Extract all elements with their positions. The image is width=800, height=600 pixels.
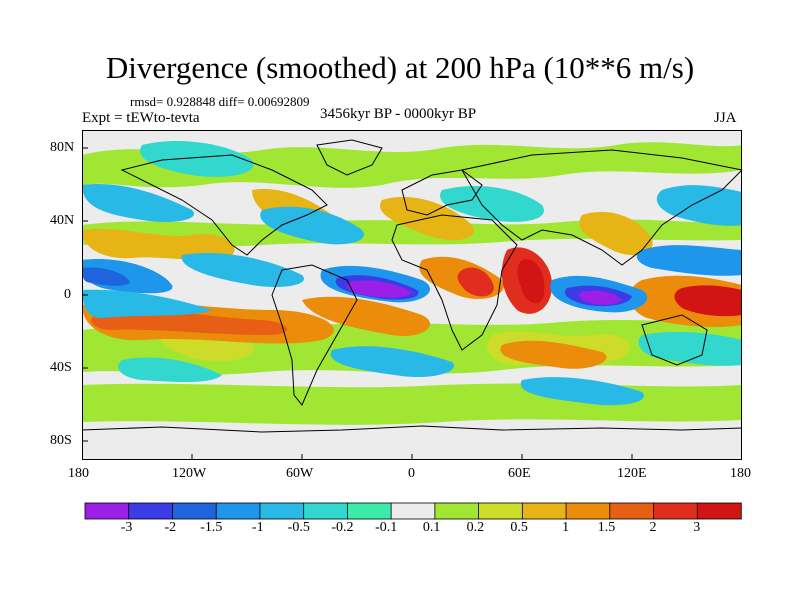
lat-label-40s: 40S	[50, 360, 72, 375]
experiment-label: Expt = tEWto-tevta	[82, 110, 200, 126]
colorbar-swatch	[434, 502, 480, 520]
field-area	[181, 252, 304, 287]
colorbar-level-label: 2	[649, 520, 657, 535]
colorbar-swatch	[128, 502, 174, 520]
colorbar-level-label: 0.2	[466, 520, 485, 535]
colorbar-swatch	[478, 502, 524, 520]
colorbar-swatch	[303, 502, 349, 520]
coastline-south-america	[271, 264, 358, 406]
season-label: JJA	[714, 110, 737, 126]
lat-label-0: 0	[64, 287, 71, 302]
field-area	[440, 185, 544, 222]
colorbar-level-label: 0.5	[510, 520, 528, 535]
colorbar-level-label: -0.1	[375, 520, 398, 535]
field-layer	[82, 140, 742, 425]
field-area	[82, 142, 742, 188]
field-area	[91, 309, 288, 335]
colorbar-level-label: -0.2	[331, 520, 354, 535]
field-area	[520, 377, 644, 406]
field-area	[82, 289, 212, 318]
colorbar-level-label: -0.5	[287, 520, 310, 535]
field-area	[118, 357, 222, 383]
colorbar-level-label: 0.1	[422, 520, 441, 535]
colorbar-swatch	[346, 502, 392, 520]
lon-label-0: 0	[408, 466, 415, 481]
colorbar-swatch	[609, 502, 655, 520]
colorbar-level-label: -1.5	[200, 520, 223, 535]
field-area	[578, 290, 622, 305]
divergence-map	[82, 130, 742, 460]
field-area	[82, 228, 235, 260]
colorbar-level-label: 1	[562, 520, 570, 535]
field-area	[500, 340, 607, 369]
lon-label-180w: 180	[68, 466, 89, 481]
colorbar-swatch	[259, 502, 305, 520]
colorbar-level-label: -2	[164, 520, 177, 535]
lon-label-120w: 120W	[172, 466, 207, 481]
colorbar-level-label: -3	[120, 520, 133, 535]
lat-label-40n: 40N	[50, 213, 75, 228]
colorbar-swatch	[390, 502, 436, 520]
field-area	[638, 332, 742, 366]
field-area	[260, 206, 364, 245]
lon-label-60e: 60E	[508, 466, 531, 481]
field-area	[656, 185, 742, 226]
colorbar-level-label: -1	[251, 520, 264, 535]
coastline-africa	[391, 214, 518, 351]
colorbar-swatch	[521, 502, 567, 520]
lat-label-80s: 80S	[50, 433, 72, 448]
coastline-north-america	[120, 154, 328, 256]
map-title: Divergence (smoothed) at 200 hPa (10**6 …	[105, 50, 695, 85]
coastline-europe	[401, 169, 483, 216]
lat-label-80n: 80N	[50, 140, 75, 155]
field-area	[302, 296, 431, 336]
lon-label-60w: 60W	[286, 466, 314, 481]
field-area	[517, 259, 545, 304]
colorbar-swatch	[565, 502, 611, 520]
colorbar-swatch	[215, 502, 261, 520]
colorbar-swatch	[172, 502, 217, 520]
coastlines	[82, 139, 742, 433]
coastline-antarctica	[82, 425, 742, 433]
field-area	[674, 285, 742, 317]
colorbar-swatch	[84, 502, 130, 520]
colorbar-level-label: 1.5	[597, 520, 616, 535]
field-area	[579, 211, 653, 256]
field-area	[346, 280, 412, 298]
field-area	[82, 219, 742, 247]
field-area	[140, 140, 254, 177]
colorbar	[84, 502, 742, 520]
field-area	[82, 184, 194, 222]
stats-line: rmsd= 0.928848 diff= 0.00692809	[130, 94, 310, 109]
field-area	[82, 267, 130, 286]
coastline-australia	[641, 314, 708, 366]
colorbar-swatch	[653, 502, 698, 520]
coastline-asia	[461, 149, 742, 266]
lon-label-180e: 180	[730, 466, 751, 481]
period-label: 3456kyr BP - 0000kyr BP	[320, 106, 477, 122]
colorbar-level-label: 3	[693, 520, 701, 535]
field-area	[636, 245, 742, 276]
axes-layer	[82, 147, 633, 460]
field-area	[330, 346, 454, 378]
field-area	[457, 267, 494, 297]
colorbar-swatch	[696, 502, 742, 520]
lon-label-120e: 120E	[617, 466, 647, 481]
coastline-greenland	[316, 139, 383, 176]
